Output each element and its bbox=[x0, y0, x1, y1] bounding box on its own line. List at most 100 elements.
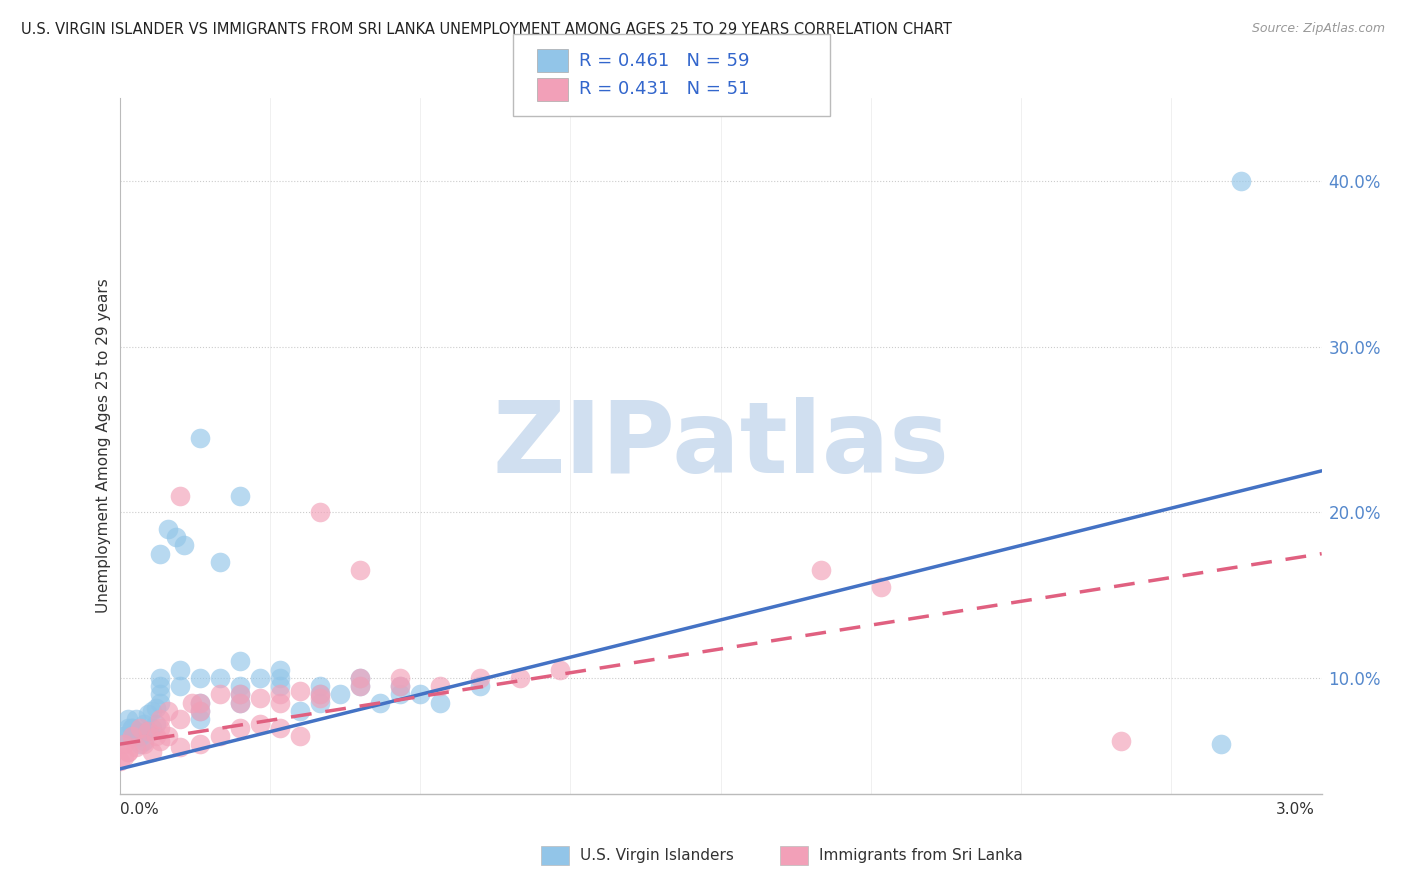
Point bbox=[309, 688, 332, 702]
Point bbox=[128, 729, 150, 743]
Point bbox=[169, 489, 191, 503]
Point bbox=[349, 679, 371, 693]
Point bbox=[228, 696, 252, 710]
Point bbox=[188, 704, 211, 718]
Text: 0.0%: 0.0% bbox=[120, 802, 159, 816]
Point bbox=[1111, 734, 1133, 748]
Point bbox=[165, 530, 187, 544]
Point bbox=[228, 688, 252, 702]
Point bbox=[329, 688, 352, 702]
Point bbox=[269, 696, 291, 710]
Point bbox=[429, 679, 451, 693]
Point bbox=[149, 547, 172, 561]
Point bbox=[269, 671, 291, 685]
Point bbox=[145, 700, 167, 714]
Point bbox=[309, 679, 332, 693]
Point bbox=[249, 671, 271, 685]
Point bbox=[249, 690, 271, 705]
Point bbox=[149, 671, 172, 685]
Point bbox=[509, 671, 531, 685]
Point bbox=[169, 679, 191, 693]
Point bbox=[409, 688, 432, 702]
Point bbox=[112, 729, 135, 743]
Point bbox=[309, 505, 332, 519]
Point bbox=[208, 729, 231, 743]
Point bbox=[124, 740, 146, 755]
Point bbox=[132, 734, 155, 748]
Point bbox=[188, 671, 211, 685]
Point bbox=[188, 696, 211, 710]
Point bbox=[288, 729, 311, 743]
Point bbox=[249, 717, 271, 731]
Point bbox=[228, 688, 252, 702]
Point bbox=[228, 721, 252, 735]
Point bbox=[149, 712, 172, 726]
Point bbox=[121, 721, 143, 735]
Point bbox=[141, 721, 163, 735]
Point bbox=[112, 737, 135, 751]
Point bbox=[208, 671, 231, 685]
Point bbox=[810, 563, 832, 577]
Point bbox=[349, 563, 371, 577]
Point bbox=[173, 538, 195, 552]
Point bbox=[228, 679, 252, 693]
Point bbox=[117, 712, 139, 726]
Point bbox=[145, 729, 167, 743]
Point bbox=[368, 696, 391, 710]
Text: ZIPatlas: ZIPatlas bbox=[492, 398, 949, 494]
Point bbox=[468, 671, 492, 685]
Point bbox=[108, 729, 131, 743]
Point bbox=[136, 723, 159, 738]
Text: Source: ZipAtlas.com: Source: ZipAtlas.com bbox=[1251, 22, 1385, 36]
Point bbox=[429, 696, 451, 710]
Point bbox=[188, 431, 211, 445]
Point bbox=[269, 679, 291, 693]
Text: 3.0%: 3.0% bbox=[1275, 802, 1315, 816]
Point bbox=[388, 679, 412, 693]
Point bbox=[468, 679, 492, 693]
Point bbox=[208, 688, 231, 702]
Point bbox=[121, 729, 143, 743]
Point bbox=[156, 522, 179, 536]
Point bbox=[548, 663, 571, 677]
Point bbox=[141, 704, 163, 718]
Point bbox=[349, 671, 371, 685]
Point bbox=[149, 696, 172, 710]
Point bbox=[1230, 174, 1253, 188]
Point bbox=[117, 721, 139, 735]
Point bbox=[108, 754, 131, 768]
Point bbox=[208, 555, 231, 569]
Point bbox=[117, 746, 139, 760]
Point bbox=[269, 663, 291, 677]
Point bbox=[124, 712, 146, 726]
Text: R = 0.461   N = 59: R = 0.461 N = 59 bbox=[579, 52, 749, 70]
Point bbox=[309, 696, 332, 710]
Point bbox=[388, 671, 412, 685]
Point bbox=[156, 704, 179, 718]
Point bbox=[169, 663, 191, 677]
Text: U.S. VIRGIN ISLANDER VS IMMIGRANTS FROM SRI LANKA UNEMPLOYMENT AMONG AGES 25 TO : U.S. VIRGIN ISLANDER VS IMMIGRANTS FROM … bbox=[21, 22, 952, 37]
Point bbox=[349, 671, 371, 685]
Point bbox=[349, 679, 371, 693]
Point bbox=[149, 688, 172, 702]
Point bbox=[228, 654, 252, 668]
Point bbox=[188, 704, 211, 718]
Point bbox=[149, 679, 172, 693]
Point bbox=[128, 721, 150, 735]
Point bbox=[124, 723, 146, 738]
Point bbox=[136, 707, 159, 722]
Point bbox=[112, 750, 135, 764]
Point bbox=[156, 729, 179, 743]
Point bbox=[228, 696, 252, 710]
Point bbox=[188, 712, 211, 726]
Point bbox=[149, 734, 172, 748]
Point bbox=[136, 723, 159, 738]
Point bbox=[269, 688, 291, 702]
Point bbox=[149, 721, 172, 735]
Point bbox=[288, 704, 311, 718]
Point bbox=[132, 717, 155, 731]
Point bbox=[117, 746, 139, 760]
Point bbox=[180, 696, 202, 710]
Y-axis label: Unemployment Among Ages 25 to 29 years: Unemployment Among Ages 25 to 29 years bbox=[96, 278, 111, 614]
Point bbox=[188, 696, 211, 710]
